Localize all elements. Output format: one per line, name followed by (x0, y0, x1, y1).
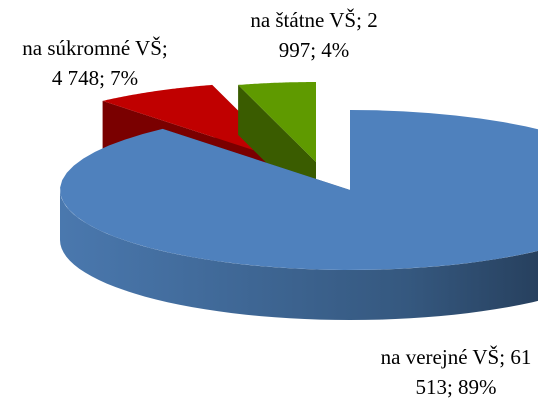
label-part: 4 748 (51, 66, 100, 90)
slice (102, 84, 290, 162)
slice (60, 110, 538, 320)
label-part: 2 997 (278, 8, 383, 62)
label-part: 7% (110, 66, 139, 90)
slice-side (60, 190, 538, 320)
label-part: na verejné VŠ (380, 345, 500, 369)
label-part: ; (446, 375, 459, 399)
label-part: ; (356, 8, 368, 32)
label-part: na súkromné VŠ (22, 36, 162, 60)
label-part: 61 513 (415, 345, 537, 399)
data-label: na verejné VŠ; 61 513; 89% (369, 342, 538, 401)
label-part: 4% (321, 38, 350, 62)
label-part: ; (161, 36, 173, 60)
label-part: ; (310, 38, 322, 62)
label-part: 89% (458, 375, 497, 399)
label-part: ; (499, 345, 511, 369)
slice (60, 110, 538, 270)
slice (238, 82, 316, 162)
data-label: na súkromné VŠ; 4 748; 7% (18, 33, 173, 93)
label-part: na štátne VŠ (250, 8, 357, 32)
data-label: na štátne VŠ; 2 997; 4% (232, 5, 397, 65)
label-part: ; (99, 66, 111, 90)
